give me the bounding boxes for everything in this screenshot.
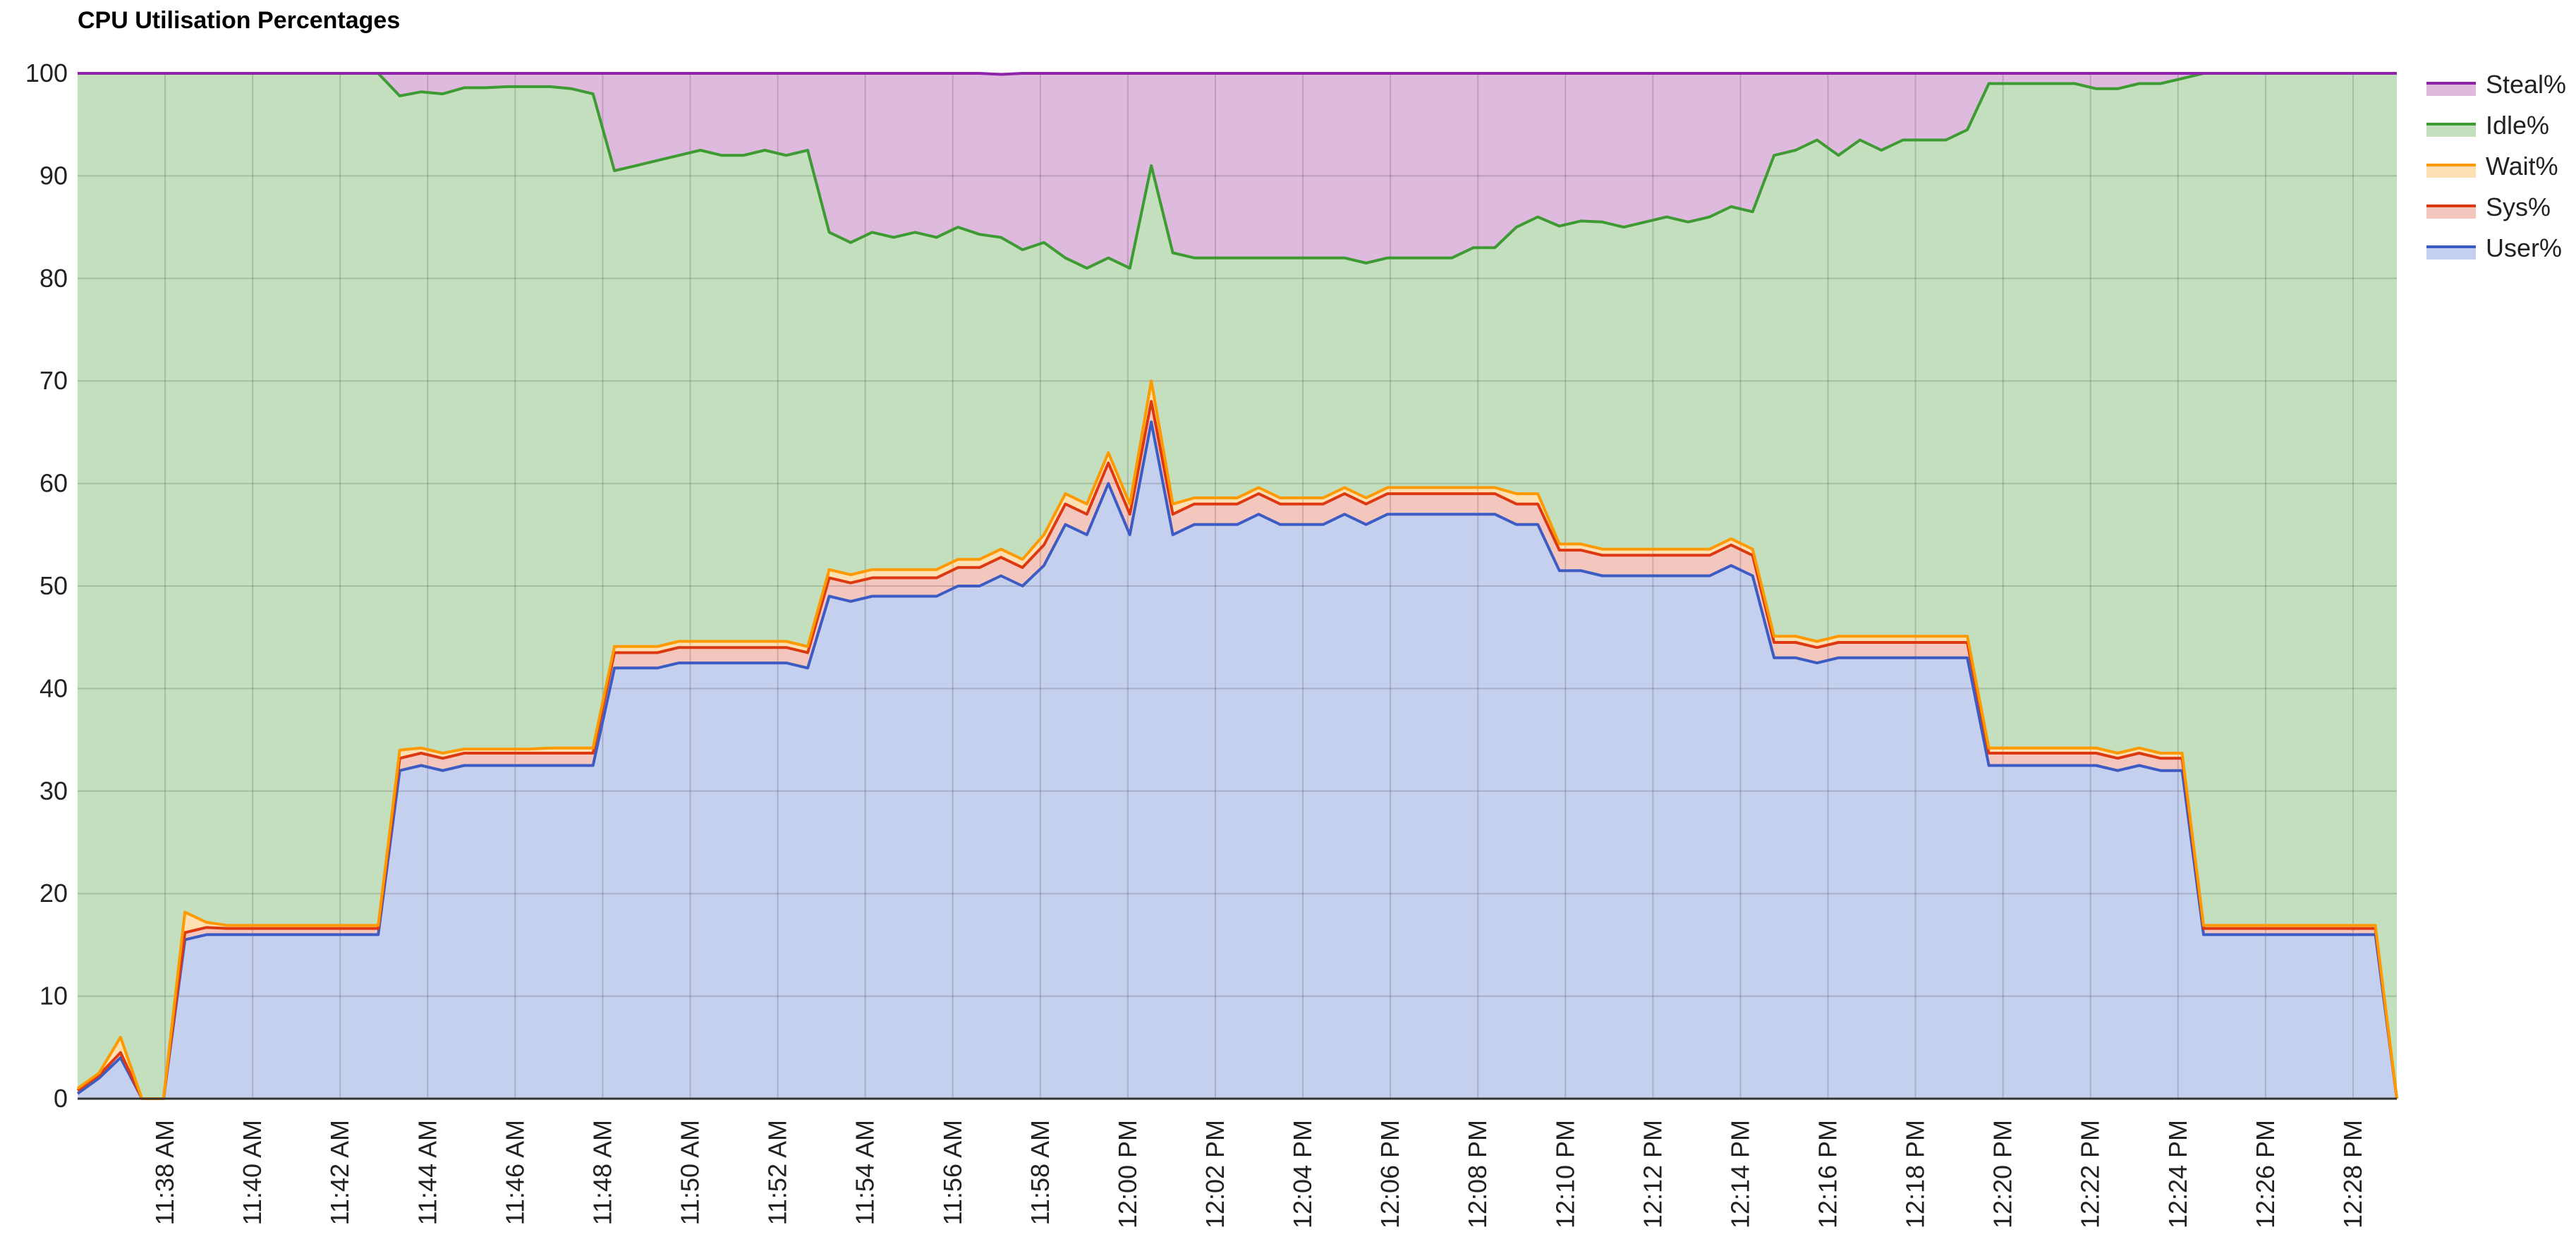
- x-tick-label: 11:40 AM: [238, 1120, 267, 1225]
- x-tick-label: 11:46 AM: [500, 1120, 529, 1225]
- x-tick-label: 12:20 PM: [1988, 1120, 2017, 1228]
- x-tick-label: 11:50 AM: [676, 1120, 705, 1225]
- legend-item: Steal%: [2426, 70, 2566, 99]
- x-tick-label: 11:48 AM: [588, 1120, 616, 1225]
- steal-area: [78, 73, 2397, 269]
- legend-label: Wait%: [2486, 152, 2558, 181]
- y-tick-label: 50: [40, 571, 68, 600]
- idle-area: [78, 73, 2397, 1099]
- legend-label: Idle%: [2486, 111, 2549, 140]
- wait-line: [76, 379, 2398, 1100]
- x-tick-label: 11:44 AM: [413, 1120, 442, 1225]
- y-tick-label: 30: [40, 776, 68, 805]
- x-tick-label: 12:08 PM: [1463, 1120, 1492, 1228]
- x-tick-label: 12:10 PM: [1550, 1120, 1579, 1228]
- x-tick-label: 12:14 PM: [1725, 1120, 1754, 1228]
- legend-swatch: [2426, 165, 2476, 178]
- user-line: [76, 420, 2398, 1100]
- y-tick-label: 60: [40, 469, 68, 498]
- y-tick-label: 80: [40, 264, 68, 293]
- x-tick-label: 12:18 PM: [1901, 1120, 1930, 1228]
- x-tick-label: 12:12 PM: [1638, 1120, 1667, 1228]
- x-tick-label: 12:22 PM: [2076, 1120, 2105, 1228]
- x-tick-label: 12:16 PM: [1813, 1120, 1842, 1228]
- x-tick-label: 12:02 PM: [1201, 1120, 1229, 1228]
- x-tick-label: 11:42 AM: [325, 1120, 354, 1225]
- legend-label: User%: [2486, 233, 2562, 262]
- y-tick-label: 10: [40, 982, 68, 1011]
- chart-title: CPU Utilisation Percentages: [78, 7, 401, 34]
- legend-item: Sys%: [2426, 193, 2551, 221]
- y-tick-label: 100: [25, 59, 68, 87]
- x-tick-label: 12:28 PM: [2338, 1120, 2367, 1228]
- legend-swatch: [2426, 83, 2476, 96]
- axes: 0 10 20 30 40 50 60 70 80 90 100 11:38 AM 11:40 AM 11…: [25, 59, 2397, 1228]
- x-tick-label: 11:38 AM: [150, 1120, 179, 1225]
- y-tick-label: 20: [40, 879, 68, 908]
- gridlines: [78, 73, 2397, 1099]
- x-tick-label: 12:04 PM: [1288, 1120, 1317, 1228]
- x-tick-label: 12:26 PM: [2251, 1120, 2280, 1228]
- x-tick-label: 12:24 PM: [2163, 1120, 2192, 1228]
- legend: Steal% Idle% Wait% Sys% User%: [2426, 70, 2566, 262]
- x-tick-label: 12:06 PM: [1375, 1120, 1404, 1228]
- series-lines: [76, 72, 2398, 1100]
- steal-line: [78, 72, 2397, 76]
- y-tick-label: 70: [40, 366, 68, 395]
- legend-swatch: [2426, 247, 2476, 260]
- area-layers: [78, 73, 2397, 1099]
- idle-line: [78, 72, 2397, 270]
- x-tick-label: 11:56 AM: [938, 1120, 967, 1225]
- y-tick-label: 90: [40, 161, 68, 190]
- legend-label: Sys%: [2486, 193, 2551, 221]
- user-area: [78, 422, 2397, 1099]
- legend-swatch: [2426, 124, 2476, 137]
- legend-item: Wait%: [2426, 152, 2558, 181]
- legend-label: Steal%: [2486, 70, 2566, 99]
- x-tick-label: 11:52 AM: [763, 1120, 792, 1225]
- legend-item: Idle%: [2426, 111, 2549, 140]
- y-tick-label: 0: [54, 1084, 68, 1113]
- legend-item: User%: [2426, 233, 2562, 262]
- sys-line: [76, 400, 2398, 1100]
- y-tick-label: 40: [40, 673, 68, 702]
- legend-swatch: [2426, 206, 2476, 219]
- x-tick-label: 11:58 AM: [1026, 1120, 1055, 1225]
- x-tick-label: 11:54 AM: [851, 1120, 880, 1225]
- x-tick-label: 12:00 PM: [1113, 1120, 1142, 1228]
